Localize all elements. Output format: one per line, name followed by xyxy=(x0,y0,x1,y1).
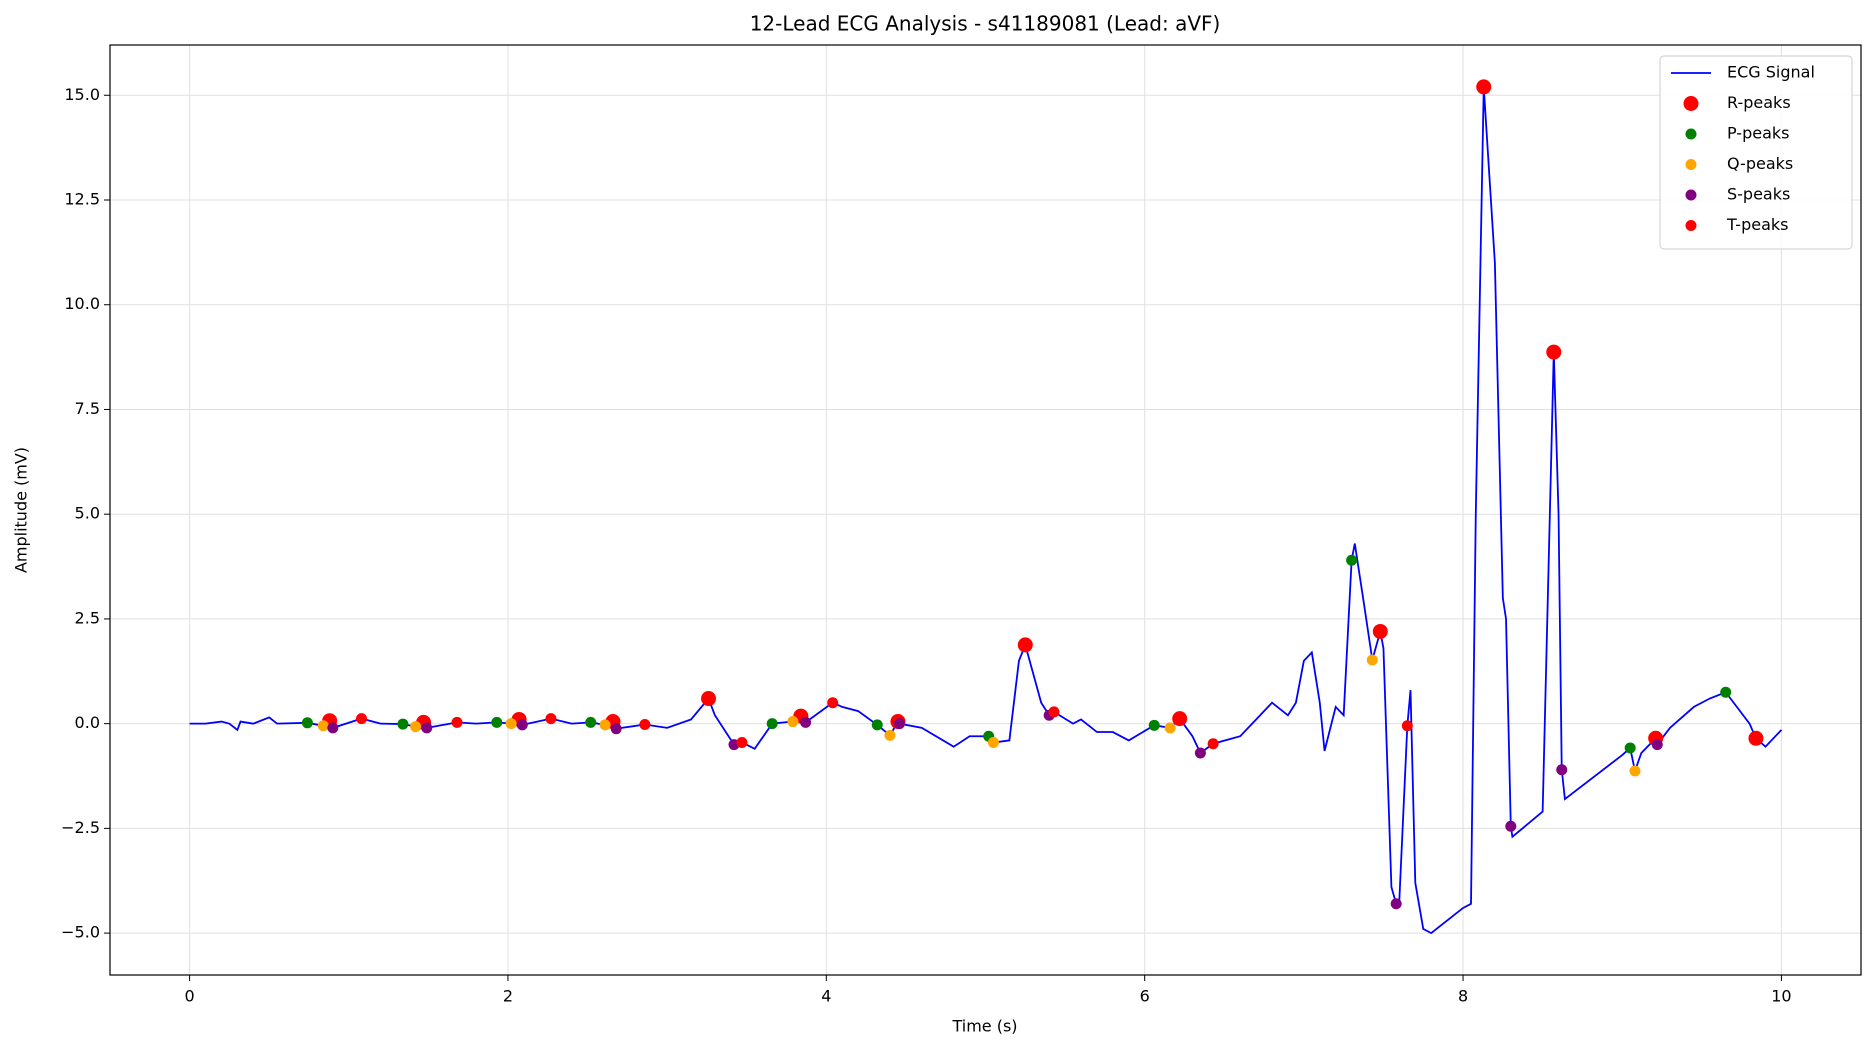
peak-point xyxy=(1346,554,1358,566)
x-tick-label: 6 xyxy=(1140,987,1150,1006)
peak-point xyxy=(1476,79,1492,95)
legend-label: P-peaks xyxy=(1727,124,1789,143)
peak-point xyxy=(1624,742,1636,754)
x-tick-label: 0 xyxy=(184,987,194,1006)
legend-swatch xyxy=(1683,96,1699,111)
y-tick-label: 7.5 xyxy=(75,399,100,418)
x-tick-label: 2 xyxy=(503,987,513,1006)
legend-label: S-peaks xyxy=(1727,185,1790,204)
peak-point xyxy=(301,717,313,729)
peak-point xyxy=(610,723,622,735)
peak-point xyxy=(1207,738,1219,750)
peak-point xyxy=(1164,722,1176,734)
peak-point xyxy=(1372,623,1388,639)
y-tick-label: 12.5 xyxy=(64,190,100,209)
chart-title: 12-Lead ECG Analysis - s41189081 (Lead: … xyxy=(750,12,1221,36)
peak-point xyxy=(1556,764,1568,776)
peak-point xyxy=(736,737,748,748)
peak-point xyxy=(1017,637,1033,653)
peak-point xyxy=(800,716,812,728)
peak-point xyxy=(1505,820,1517,832)
peak-point xyxy=(545,713,557,725)
peak-point xyxy=(327,722,339,734)
peak-point xyxy=(1629,765,1641,777)
legend-label: R-peaks xyxy=(1727,93,1791,112)
legend-swatch xyxy=(1685,189,1697,201)
peak-point xyxy=(1748,730,1764,746)
peak-point xyxy=(599,719,611,731)
peak-point xyxy=(639,718,651,730)
peak-point xyxy=(356,713,368,725)
y-tick-label: 5.0 xyxy=(75,504,100,523)
peak-point xyxy=(505,718,517,730)
peak-point xyxy=(516,719,528,731)
peak-point xyxy=(894,718,906,730)
peak-point xyxy=(787,716,799,728)
y-tick-label: 0.0 xyxy=(75,713,100,732)
x-axis-label: Time (s) xyxy=(951,1017,1017,1036)
peak-point xyxy=(1390,898,1402,910)
peak-point xyxy=(397,718,409,730)
peak-point xyxy=(585,716,597,728)
peak-point xyxy=(1546,344,1562,360)
peak-point xyxy=(766,718,778,730)
x-tick-label: 8 xyxy=(1458,987,1468,1006)
peak-point xyxy=(1720,686,1732,698)
x-tick-label: 4 xyxy=(821,987,831,1006)
peak-point xyxy=(1172,711,1188,727)
legend-box xyxy=(1659,55,1853,250)
y-axis-label: Amplitude (mV) xyxy=(12,447,31,573)
peak-point xyxy=(1148,719,1160,731)
y-tick-label: −2.5 xyxy=(61,818,100,837)
peak-point xyxy=(1366,654,1378,666)
ecg-line xyxy=(189,86,1783,935)
peak-point xyxy=(827,697,839,709)
legend-label: Q-peaks xyxy=(1727,154,1793,173)
peak-point xyxy=(451,716,463,728)
peak-point xyxy=(491,716,503,728)
legend-swatch xyxy=(1685,128,1697,140)
legend-label: ECG Signal xyxy=(1727,63,1815,82)
peak-point xyxy=(410,721,422,733)
peak-point xyxy=(1048,706,1060,718)
peak-point xyxy=(317,720,329,732)
plot-area xyxy=(189,79,1783,935)
peak-point xyxy=(871,719,883,731)
y-tick-label: 10.0 xyxy=(64,294,100,313)
x-tick-label: 10 xyxy=(1771,987,1791,1006)
legend-swatch xyxy=(1685,220,1697,231)
y-tick-label: −5.0 xyxy=(61,923,100,942)
legend-label: T-peaks xyxy=(1726,215,1788,234)
legend-swatch xyxy=(1685,159,1697,170)
peak-point xyxy=(884,729,896,741)
y-tick-label: 2.5 xyxy=(75,608,100,627)
peak-point xyxy=(987,737,999,748)
peak-point xyxy=(1651,739,1663,751)
y-tick-label: 15.0 xyxy=(64,85,100,104)
peak-point xyxy=(1401,720,1413,732)
plot-frame xyxy=(109,44,1862,976)
peak-point xyxy=(421,722,433,734)
peak-point xyxy=(701,691,717,707)
peak-point xyxy=(1194,747,1206,759)
